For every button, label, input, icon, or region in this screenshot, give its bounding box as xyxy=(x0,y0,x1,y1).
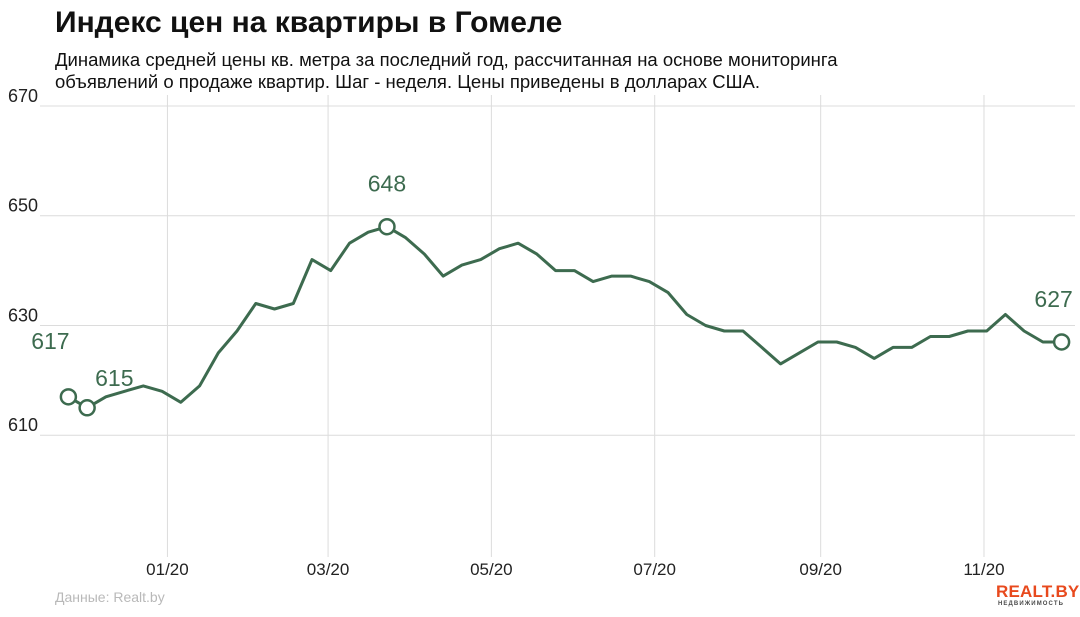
chart-subtitle: Динамика средней цены кв. метра за после… xyxy=(55,49,955,93)
logo-subtext: НЕДВИЖИМОСТЬ xyxy=(998,601,1065,607)
highlight-markers: 617 615 648 627 xyxy=(31,171,1073,417)
highlight-point xyxy=(59,388,78,406)
price-line xyxy=(66,225,1064,410)
data-label: 648 xyxy=(368,171,406,197)
chart-title: Индекс цен на квартиры в Гомеле xyxy=(55,6,563,39)
x-tick-label: 03/20 xyxy=(307,560,350,579)
x-tick-label: 11/20 xyxy=(963,560,1004,579)
highlight-point xyxy=(1052,333,1071,351)
grid-lines xyxy=(40,95,1075,557)
x-tick-label: 01/20 xyxy=(146,560,189,579)
series-line xyxy=(66,225,1064,410)
data-label: 627 xyxy=(1034,286,1072,312)
y-tick-label: 650 xyxy=(8,196,38,216)
highlight-point xyxy=(78,399,96,417)
x-tick-label: 05/20 xyxy=(470,560,513,579)
realt-logo: REALT.BY НЕДВИЖИМОСТЬ xyxy=(996,582,1079,610)
source-note: Данные: Realt.by xyxy=(55,589,165,605)
axis-labels: 610 630 650 670 01/20 03/20 05/20 07/20 09/20 11/… xyxy=(8,86,1005,579)
y-tick-label: 670 xyxy=(8,86,38,106)
x-tick-label: 07/20 xyxy=(633,560,676,579)
highlight-point xyxy=(378,217,396,236)
x-tick-label: 09/20 xyxy=(799,560,842,579)
y-tick-label: 630 xyxy=(8,305,38,325)
data-label: 617 xyxy=(31,328,69,354)
data-label: 615 xyxy=(95,365,133,391)
logo-text: REALT.BY xyxy=(996,582,1080,601)
y-tick-label: 610 xyxy=(8,415,38,435)
subtitle-line: Динамика средней цены кв. метра за после… xyxy=(55,49,838,70)
subtitle-line: объявлений о продаже квартир. Шаг - неде… xyxy=(55,71,761,92)
